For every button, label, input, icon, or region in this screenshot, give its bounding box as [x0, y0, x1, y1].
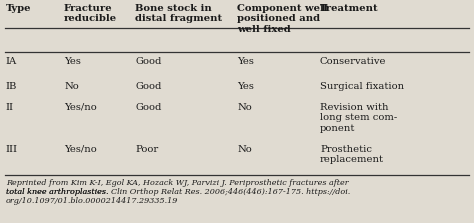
- Text: Conservative: Conservative: [320, 57, 386, 66]
- Text: Type: Type: [6, 4, 31, 13]
- Text: Fracture
reducible: Fracture reducible: [64, 4, 117, 23]
- Text: IA: IA: [6, 57, 17, 66]
- Text: total knee arthroplasties.: total knee arthroplasties.: [6, 188, 108, 196]
- Text: total knee arthroplasties. Clin Orthop Relat Res. 2006;446(446):167-175. https:/: total knee arthroplasties. Clin Orthop R…: [6, 188, 350, 196]
- Text: Revision with
long stem com-
ponent: Revision with long stem com- ponent: [320, 103, 397, 133]
- Text: Good: Good: [135, 82, 162, 91]
- Text: Surgical fixation: Surgical fixation: [320, 82, 404, 91]
- Text: III: III: [6, 145, 18, 154]
- Text: Yes/no: Yes/no: [64, 145, 97, 154]
- Text: Reprinted from Kim K-I, Egol KA, Hozack WJ, Parvizi J. Periprosthetic fractures : Reprinted from Kim K-I, Egol KA, Hozack …: [6, 179, 348, 187]
- Text: Poor: Poor: [135, 145, 158, 154]
- Text: Yes: Yes: [237, 57, 254, 66]
- Text: No: No: [64, 82, 79, 91]
- Text: IB: IB: [6, 82, 17, 91]
- Text: Yes/no: Yes/no: [64, 103, 97, 112]
- Text: No: No: [237, 103, 252, 112]
- Text: Yes: Yes: [64, 57, 81, 66]
- Text: Yes: Yes: [237, 82, 254, 91]
- Text: Good: Good: [135, 103, 162, 112]
- Text: Prosthetic
replacement: Prosthetic replacement: [320, 145, 384, 164]
- Text: Treatment: Treatment: [320, 4, 379, 13]
- Text: Bone stock in
distal fragment: Bone stock in distal fragment: [135, 4, 222, 23]
- Text: org/10.1097/01.blo.0000214417.29335.19: org/10.1097/01.blo.0000214417.29335.19: [6, 197, 178, 205]
- Text: II: II: [6, 103, 14, 112]
- Text: No: No: [237, 145, 252, 154]
- Text: Good: Good: [135, 57, 162, 66]
- Text: Component well
positioned and
well fixed: Component well positioned and well fixed: [237, 4, 328, 34]
